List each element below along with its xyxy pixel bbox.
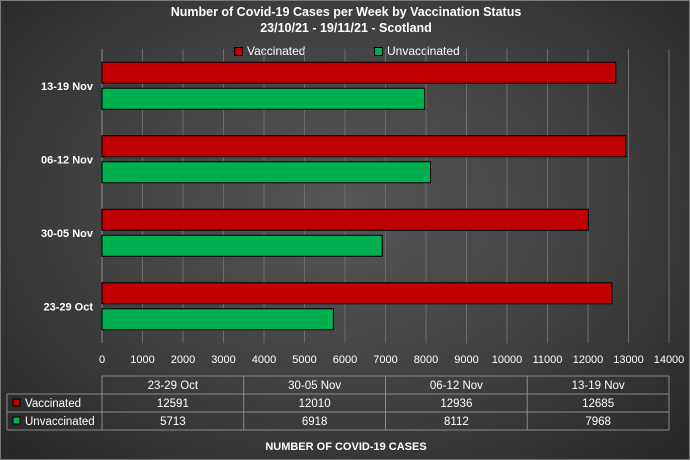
table-cell-unvaccinated-1: 6918: [302, 416, 328, 428]
legend-label-unvaccinated: Unvaccinated: [387, 44, 460, 58]
legend-swatch-vaccinated: [234, 46, 243, 56]
category-label-3: 13-19 Nov: [41, 81, 94, 93]
x-tick-label-9: 9000: [454, 354, 478, 366]
legend-swatch-unvaccinated: [374, 46, 383, 56]
chart-subtitle: 23/10/21 - 19/11/21 - Scotland: [260, 21, 432, 35]
category-label-0: 23-29 Oct: [43, 301, 93, 313]
x-tick-label-7: 7000: [373, 354, 397, 366]
bar-unvaccinated-3: [101, 87, 426, 110]
x-tick-label-2: 2000: [171, 354, 195, 366]
table-swatch-unvaccinated: [12, 416, 21, 425]
x-tick-label-5: 5000: [292, 354, 316, 366]
table-cell-vaccinated-0: 12591: [157, 398, 189, 410]
bar-vaccinated-1: [101, 208, 589, 231]
table-row-label-unvaccinated: Unvaccinated: [25, 416, 95, 428]
table-header-3: 13-19 Nov: [572, 380, 625, 392]
chart-legend: Vaccinated Unvaccinated: [1, 44, 690, 58]
x-tick-label-10: 10000: [492, 354, 523, 366]
legend-label-vaccinated: Vaccinated: [247, 44, 306, 58]
x-tick-label-0: 0: [99, 354, 105, 366]
table-header-2: 06-12 Nov: [430, 380, 483, 392]
table-header-0: 23-29 Oct: [148, 380, 199, 392]
legend-item-unvaccinated: Unvaccinated: [374, 44, 460, 58]
table-swatch-vaccinated: [12, 398, 21, 407]
table-cell-unvaccinated-2: 8112: [444, 416, 469, 428]
x-tick-label-13: 13000: [613, 354, 644, 366]
bar-unvaccinated-2: [101, 161, 432, 184]
x-tick-label-11: 11000: [533, 354, 563, 366]
table-header-1: 30-05 Nov: [288, 380, 341, 392]
table-row-label-vaccinated: Vaccinated: [25, 398, 81, 410]
x-tick-label-6: 6000: [333, 354, 357, 366]
bar-vaccinated-0: [101, 282, 613, 305]
table-cell-unvaccinated-3: 7968: [585, 416, 611, 428]
x-tick-label-8: 8000: [414, 354, 438, 366]
x-tick-label-3: 3000: [211, 354, 235, 366]
table-cell-unvaccinated-0: 5713: [160, 416, 186, 428]
table-cell-vaccinated-3: 12685: [582, 398, 614, 410]
table-cell-vaccinated-1: 12010: [299, 398, 331, 410]
bar-vaccinated-2: [101, 135, 627, 158]
x-tick-label-4: 4000: [252, 354, 276, 366]
chart-title-block: Number of Covid-19 Cases per Week by Vac…: [1, 4, 690, 36]
bar-vaccinated-3: [101, 61, 617, 84]
x-tick-label-12: 12000: [573, 354, 604, 366]
table-cell-vaccinated-2: 12936: [440, 398, 472, 410]
x-tick-label-1: 1000: [130, 354, 154, 366]
chart-title: Number of Covid-19 Cases per Week by Vac…: [170, 5, 522, 19]
x-axis-title: NUMBER OF COVID-19 CASES: [265, 441, 427, 453]
bar-unvaccinated-1: [101, 234, 383, 257]
bar-unvaccinated-0: [101, 308, 334, 331]
x-tick-label-14: 14000: [654, 354, 685, 366]
category-label-2: 06-12 Nov: [41, 154, 94, 166]
legend-item-vaccinated: Vaccinated: [234, 44, 305, 58]
category-label-1: 30-05 Nov: [41, 228, 94, 240]
